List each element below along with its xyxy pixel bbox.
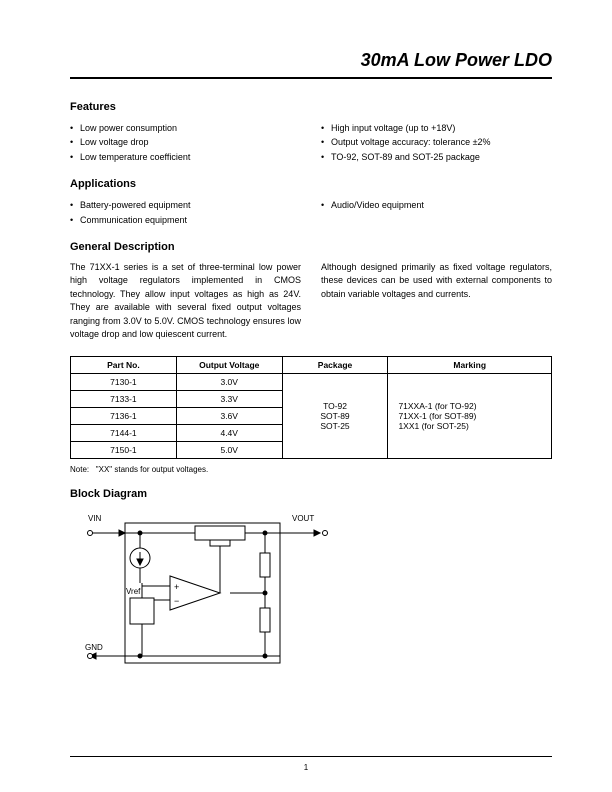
features-heading: Features — [70, 101, 552, 113]
table-header: Part No. — [71, 356, 177, 373]
table-note: Note: "XX" stands for output voltages. — [70, 465, 552, 474]
list-item: Low temperature coefficient — [70, 150, 301, 164]
general-description: The 71XX-1 series is a set of three-term… — [70, 261, 552, 342]
list-item: Battery-powered equipment — [70, 198, 301, 212]
list-item: Low power consumption — [70, 121, 301, 135]
table-cell: 3.0V — [176, 373, 282, 390]
note-label: Note: — [70, 465, 89, 474]
table-cell: 7144-1 — [71, 424, 177, 441]
note-text: "XX" stands for output voltages. — [96, 465, 208, 474]
general-para1: The 71XX-1 series is a set of three-term… — [70, 261, 301, 342]
list-item: High input voltage (up to +18V) — [321, 121, 552, 135]
parts-table: Part No. Output Voltage Package Marking … — [70, 356, 552, 459]
applications-heading: Applications — [70, 178, 552, 190]
table-cell: 7150-1 — [71, 441, 177, 458]
vout-label: VOUT — [292, 514, 314, 523]
gnd-label: GND — [85, 643, 103, 652]
footer-rule — [70, 756, 552, 757]
applications-left-list: Battery-powered equipment Communication … — [70, 198, 301, 227]
list-item: Output voltage accuracy: tolerance ±2% — [321, 135, 552, 149]
features-left-list: Low power consumption Low voltage drop L… — [70, 121, 301, 164]
list-item: Low voltage drop — [70, 135, 301, 149]
features-columns: Low power consumption Low voltage drop L… — [70, 121, 552, 164]
list-item: TO-92, SOT-89 and SOT-25 package — [321, 150, 552, 164]
vref-label: Vref — [126, 587, 141, 596]
general-heading: General Description — [70, 241, 552, 253]
page-number: 1 — [0, 763, 612, 772]
table-cell: 7133-1 — [71, 390, 177, 407]
page-title: 30mA Low Power LDO — [70, 50, 552, 79]
table-cell: 3.3V — [176, 390, 282, 407]
list-item: Audio/Video equipment — [321, 198, 552, 212]
table-cell-package: TO-92 SOT-89 SOT-25 — [282, 373, 388, 458]
applications-right-list: Audio/Video equipment — [321, 198, 552, 212]
table-cell: 7130-1 — [71, 373, 177, 390]
general-para2: Although designed primarily as fixed vol… — [321, 261, 552, 342]
vin-label: VIN — [88, 514, 102, 523]
table-header: Output Voltage — [176, 356, 282, 373]
applications-columns: Battery-powered equipment Communication … — [70, 198, 552, 227]
features-right-list: High input voltage (up to +18V) Output v… — [321, 121, 552, 164]
table-header: Marking — [388, 356, 552, 373]
block-diagram-heading: Block Diagram — [70, 488, 552, 500]
table-header: Package — [282, 356, 388, 373]
block-diagram: VIN VOUT GND Vref + — [70, 508, 552, 680]
table-cell: 7136-1 — [71, 407, 177, 424]
table-cell: 3.6V — [176, 407, 282, 424]
svg-text:+: + — [174, 582, 179, 592]
table-cell: 5.0V — [176, 441, 282, 458]
block-diagram-svg: VIN VOUT GND Vref + — [70, 508, 350, 678]
table-cell-marking: 71XXA-1 (for TO-92) 71XX-1 (for SOT-89) … — [388, 373, 552, 458]
table-cell: 4.4V — [176, 424, 282, 441]
svg-text:−: − — [174, 596, 179, 606]
list-item: Communication equipment — [70, 213, 301, 227]
